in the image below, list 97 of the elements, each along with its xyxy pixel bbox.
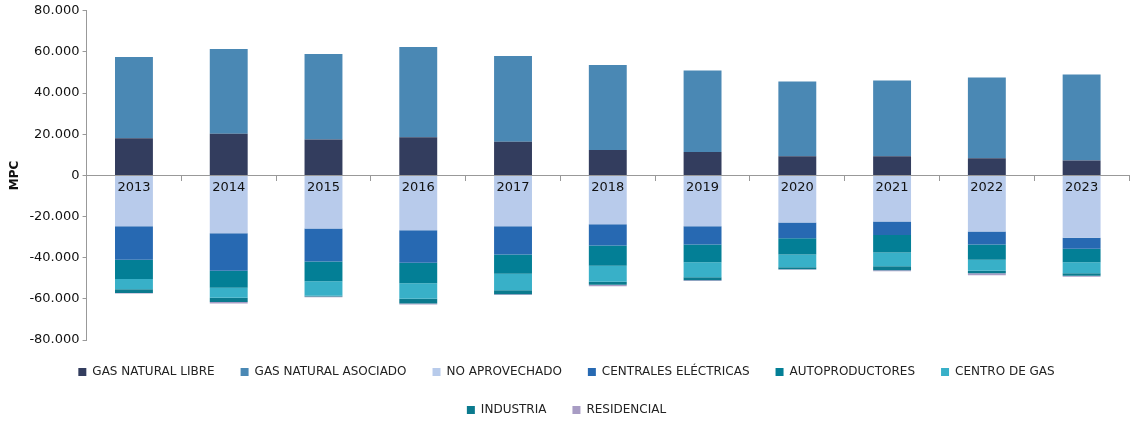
bar bbox=[683, 151, 722, 175]
bar bbox=[494, 290, 532, 295]
bar bbox=[588, 224, 627, 246]
bar bbox=[1062, 160, 1101, 175]
bar bbox=[1062, 248, 1101, 263]
bar bbox=[209, 49, 248, 134]
bar bbox=[778, 156, 817, 175]
bar bbox=[304, 54, 343, 140]
y-tick-label: -60.000 bbox=[29, 290, 80, 306]
bar bbox=[115, 259, 153, 279]
bar bbox=[209, 233, 248, 271]
x-tick-label: 2016 bbox=[401, 179, 435, 195]
bar bbox=[588, 175, 627, 225]
bar bbox=[115, 175, 153, 227]
bar bbox=[304, 228, 343, 262]
legend-label: CENTRO DE GAS bbox=[955, 364, 1055, 379]
bar bbox=[873, 266, 912, 271]
bar bbox=[115, 138, 153, 175]
bar bbox=[494, 175, 532, 227]
bar bbox=[209, 175, 248, 234]
bar bbox=[967, 259, 1006, 271]
x-tick-label: 2017 bbox=[496, 179, 530, 195]
bar bbox=[778, 81, 817, 157]
bar bbox=[494, 226, 532, 255]
x-tick-label: 2018 bbox=[591, 179, 625, 195]
legend-label: RESIDENCIAL bbox=[586, 402, 667, 417]
bar bbox=[494, 56, 532, 142]
bar bbox=[778, 175, 817, 223]
legend-label: GAS NATURAL LIBRE bbox=[92, 364, 215, 379]
bar bbox=[399, 47, 438, 138]
bar bbox=[209, 287, 248, 298]
bar bbox=[683, 70, 722, 152]
bar bbox=[494, 141, 532, 175]
bar bbox=[1062, 237, 1101, 249]
bar bbox=[873, 221, 912, 236]
x-tick-label: 2013 bbox=[117, 179, 151, 195]
y-axis-title: MPC bbox=[7, 160, 22, 191]
bar bbox=[683, 262, 722, 278]
bar bbox=[683, 226, 722, 245]
bar bbox=[683, 244, 722, 263]
bar bbox=[399, 175, 438, 231]
bar bbox=[778, 222, 817, 239]
bar bbox=[494, 273, 532, 291]
bar bbox=[304, 139, 343, 175]
bar bbox=[399, 283, 438, 299]
x-tick-label: 2023 bbox=[1065, 179, 1099, 195]
bar bbox=[873, 156, 912, 175]
bar bbox=[967, 231, 1006, 245]
y-tick-label: 60.000 bbox=[34, 43, 80, 59]
bar bbox=[304, 281, 343, 296]
y-tick-label: 80.000 bbox=[34, 2, 80, 18]
bar bbox=[1062, 175, 1101, 238]
bar bbox=[399, 137, 438, 175]
bar bbox=[399, 230, 438, 263]
bar bbox=[967, 158, 1006, 175]
bar bbox=[115, 278, 153, 290]
y-tick-label: 20.000 bbox=[34, 125, 80, 141]
y-tick-label: 40.000 bbox=[34, 84, 80, 100]
x-tick-label: 2021 bbox=[875, 179, 909, 195]
bar bbox=[1062, 262, 1101, 274]
bar bbox=[588, 65, 627, 150]
bar bbox=[304, 261, 343, 282]
legend-label: CENTRALES ELÉCTRICAS bbox=[601, 363, 750, 379]
legend-label: AUTOPRODUCTORES bbox=[789, 364, 916, 379]
bar bbox=[873, 252, 912, 267]
bar bbox=[873, 80, 912, 157]
bar bbox=[778, 238, 817, 255]
x-tick-label: 2020 bbox=[780, 179, 814, 195]
bar bbox=[967, 244, 1006, 260]
bar bbox=[209, 133, 248, 175]
bar bbox=[588, 265, 627, 282]
bar bbox=[399, 262, 438, 284]
bar bbox=[873, 175, 912, 222]
bar bbox=[967, 77, 1006, 159]
legend-label: GAS NATURAL ASOCIADO bbox=[254, 364, 407, 379]
x-tick-label: 2015 bbox=[306, 179, 341, 195]
bar bbox=[588, 149, 627, 175]
x-tick-label: 2019 bbox=[686, 179, 720, 195]
bar bbox=[209, 297, 248, 302]
bar bbox=[683, 175, 722, 227]
y-tick-label: -40.000 bbox=[29, 249, 80, 265]
bar bbox=[115, 57, 153, 139]
y-tick-label: 0 bbox=[71, 166, 80, 182]
x-tick-label: 2022 bbox=[970, 179, 1004, 195]
bar bbox=[873, 235, 912, 253]
bar bbox=[967, 175, 1006, 232]
bar bbox=[1062, 74, 1101, 161]
bar bbox=[588, 245, 627, 266]
legend-label: NO APROVECHADO bbox=[446, 364, 562, 379]
y-tick-label: -20.000 bbox=[29, 207, 80, 223]
bar bbox=[494, 254, 532, 274]
bar bbox=[778, 254, 817, 268]
bar bbox=[209, 270, 248, 288]
y-tick-label: -80.000 bbox=[29, 331, 80, 347]
legend-label: INDUSTRIA bbox=[480, 402, 548, 417]
bar bbox=[115, 226, 153, 260]
x-tick-label: 2014 bbox=[212, 179, 246, 195]
